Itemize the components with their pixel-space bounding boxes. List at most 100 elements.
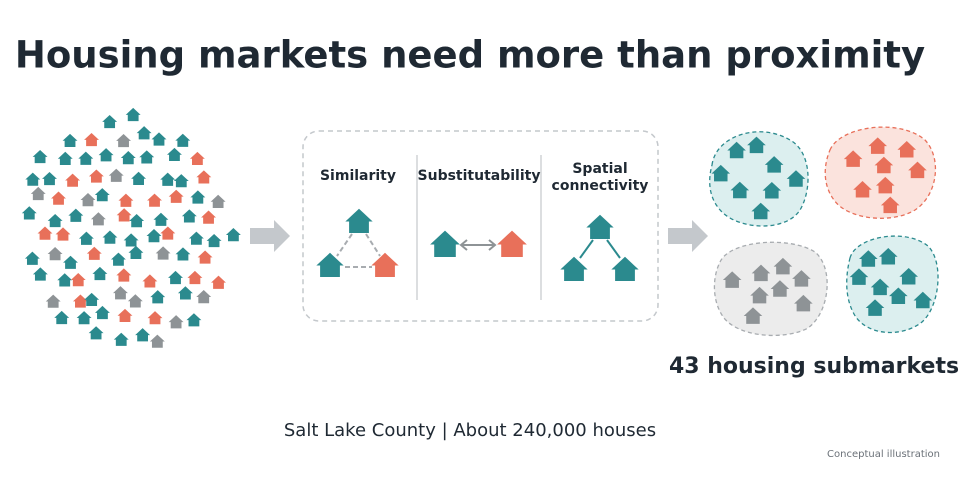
house-icon [764, 156, 784, 173]
link [606, 239, 621, 259]
house-icon [70, 273, 86, 287]
house-icon [211, 275, 226, 289]
criterion-label: connectivity [552, 178, 649, 194]
house-icon [116, 268, 132, 282]
house-icon [136, 126, 152, 140]
house-icon [786, 170, 806, 187]
house-icon [225, 228, 241, 242]
house-icon [168, 189, 184, 203]
house-icon [201, 210, 216, 224]
house-icon [86, 246, 102, 260]
house-icon [37, 226, 53, 240]
house-icon [874, 156, 894, 174]
house-icon [371, 252, 399, 277]
house-icon [189, 151, 205, 166]
house-icon [88, 169, 104, 183]
house-icon [116, 133, 131, 148]
house-icon [55, 227, 71, 241]
house-icon [196, 290, 212, 304]
house-icon [173, 174, 189, 188]
house-icon [147, 193, 162, 207]
house-icon [168, 315, 184, 329]
result-label: 43 housing submarkets [669, 354, 959, 379]
house-icon [913, 291, 933, 309]
house-icon [116, 208, 132, 222]
house-icon [175, 133, 191, 147]
house-icon [131, 171, 147, 185]
house-icon [750, 286, 769, 304]
footer: Salt Lake County | About 240,000 houses [284, 420, 656, 441]
house-icon [95, 305, 110, 320]
note: Conceptual illustration [827, 449, 940, 460]
house-icon [153, 212, 169, 226]
house-icon [151, 132, 167, 146]
criterion-label: Spatial [572, 161, 627, 177]
house-icon [117, 308, 133, 323]
house-icon [773, 257, 793, 275]
house-icon [32, 149, 48, 164]
house-icon [142, 274, 158, 288]
arrowhead [459, 239, 468, 251]
house-icon [743, 307, 763, 324]
house-icon [76, 311, 92, 325]
house-icon [45, 294, 61, 308]
house-icon [586, 214, 614, 239]
arrowhead [488, 239, 497, 251]
house-icon [57, 273, 73, 287]
criteria-box [302, 130, 659, 322]
house-icon [430, 230, 460, 257]
house-icon [68, 208, 84, 222]
house-icon [155, 246, 171, 260]
house-icon [120, 151, 136, 165]
house-icon [30, 186, 46, 201]
house-icon [560, 256, 588, 281]
title: Housing markets need more than proximity [15, 34, 925, 77]
house-icon [497, 230, 527, 257]
house-icon [113, 332, 129, 346]
house-icon [78, 231, 94, 245]
house-icon [123, 233, 139, 247]
link [365, 233, 381, 257]
arrow [668, 220, 708, 252]
house-icon [72, 294, 88, 308]
house-icon [751, 264, 771, 282]
house-icon [849, 268, 869, 285]
house-icon [84, 132, 99, 147]
house-icon [108, 168, 124, 182]
house-icon [875, 176, 895, 194]
house-icon [878, 248, 898, 265]
house-icon [135, 328, 151, 342]
house-icon [751, 202, 771, 220]
house-icon [149, 334, 165, 348]
house-icon [102, 114, 118, 129]
house-icon [167, 147, 182, 162]
house-icon [181, 209, 197, 223]
house-icon [111, 252, 126, 266]
house-icon [88, 326, 104, 340]
house-icon [730, 181, 750, 199]
house-icon [57, 151, 73, 166]
house-icon [125, 107, 141, 122]
house-icon [711, 164, 731, 182]
house-icon [129, 214, 145, 228]
house-icon [843, 150, 863, 167]
house-icon [316, 252, 344, 277]
house-icon [899, 268, 918, 285]
house-icon [190, 190, 206, 204]
house-icon [611, 256, 639, 281]
link [579, 239, 594, 259]
house-icon [206, 233, 222, 248]
house-icon [24, 251, 40, 265]
house-icon [196, 170, 212, 184]
house-icon [722, 271, 742, 288]
house-icon [160, 226, 176, 240]
house-icon [54, 310, 70, 325]
house-icon [65, 173, 81, 187]
house-icon [794, 294, 813, 312]
house-icon [210, 194, 226, 208]
house-icon [80, 193, 96, 207]
house-icons [21, 107, 933, 348]
criterion-label: Substitutability [418, 168, 541, 184]
house-icon [762, 181, 782, 199]
